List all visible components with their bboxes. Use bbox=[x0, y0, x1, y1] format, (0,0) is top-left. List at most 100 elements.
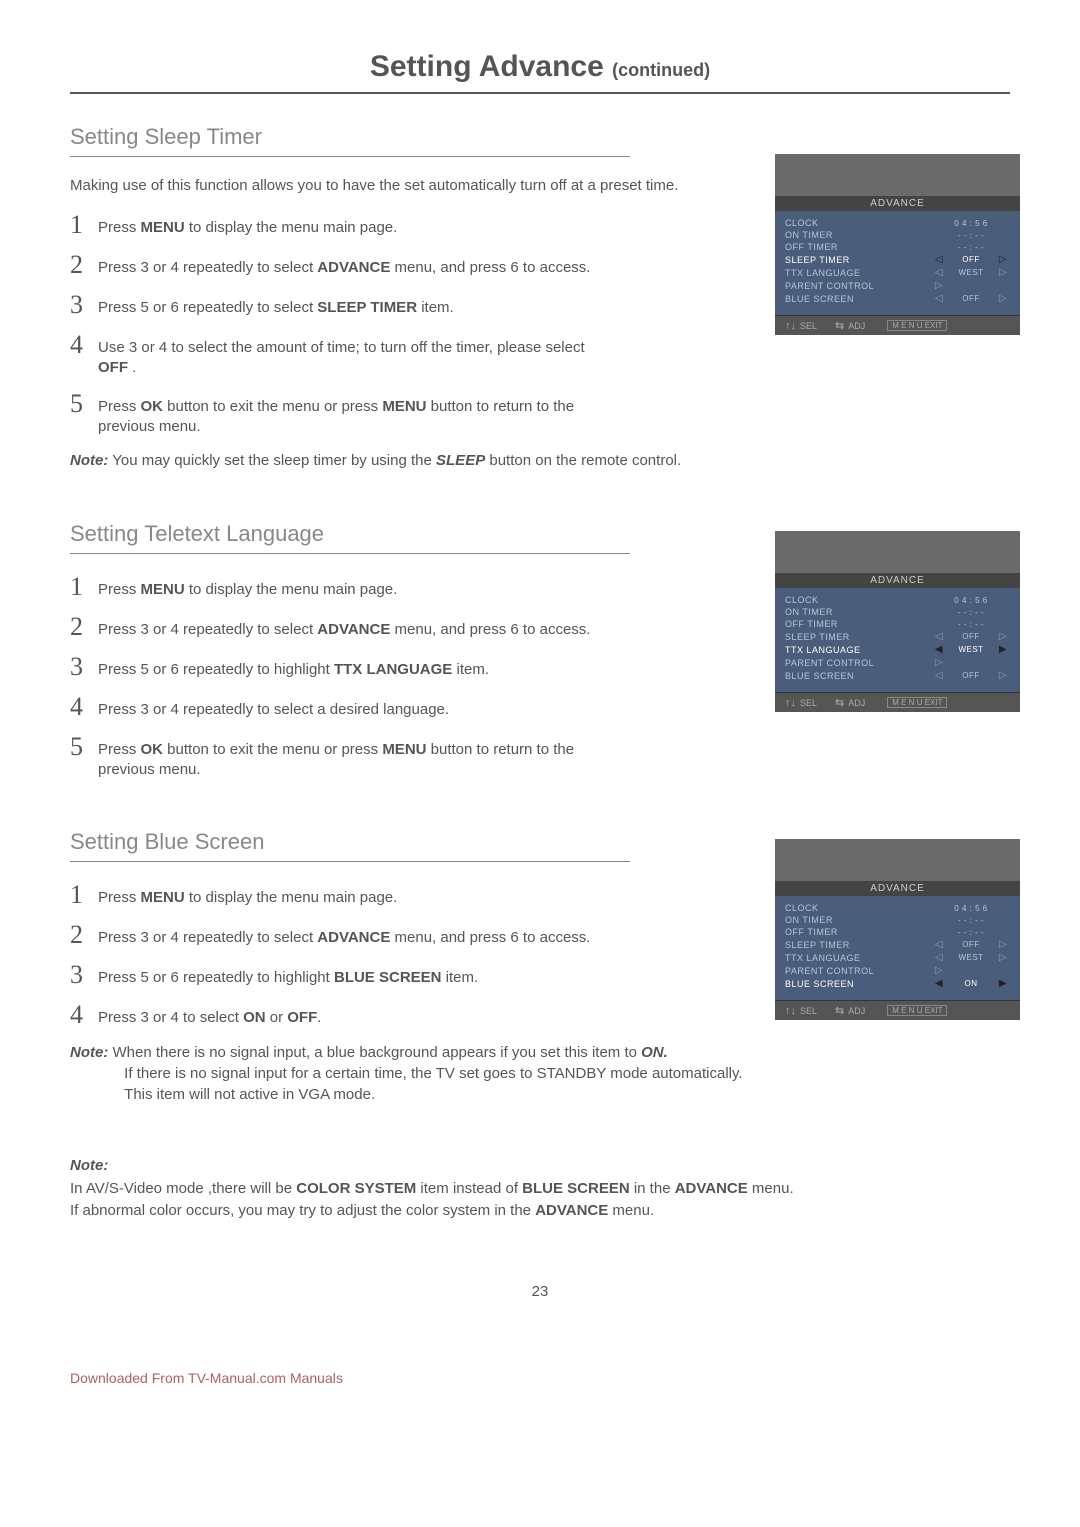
foot-adj: ADJ bbox=[848, 321, 865, 331]
menu-screenshot: ADVANCE CLOCK 0 4 : 5 6 ON TIMER - - : -… bbox=[775, 839, 1020, 1020]
step-text: Press 3 or 4 repeatedly to select ADVANC… bbox=[98, 252, 590, 278]
arrow-right-icon: ▶ bbox=[996, 644, 1010, 655]
step-text: Press MENU to display the menu main page… bbox=[98, 212, 397, 238]
step-text: Press OK button to exit the menu or pres… bbox=[98, 734, 608, 779]
menu-label: ON TIMER bbox=[785, 915, 932, 925]
updown-icon: ↑↓ bbox=[785, 320, 796, 332]
menu-row: ON TIMER - - : - - bbox=[775, 606, 1020, 618]
menu-value: ON bbox=[946, 979, 996, 988]
menu-label: SLEEP TIMER bbox=[785, 632, 932, 642]
menu-value: - - : - - bbox=[946, 916, 996, 925]
page-title-cont: (continued) bbox=[612, 60, 710, 80]
step-number: 4 bbox=[70, 1002, 98, 1028]
menu-label: PARENT CONTROL bbox=[785, 281, 932, 291]
menu-row: CLOCK 0 4 : 5 6 bbox=[775, 902, 1020, 914]
menu-label: PARENT CONTROL bbox=[785, 966, 932, 976]
tv-screenshot: ADVANCE CLOCK 0 4 : 5 6 ON TIMER - - : -… bbox=[775, 839, 1020, 1020]
menu-row: TTX LANGUAGE ◁ WEST ▷ bbox=[775, 266, 1020, 279]
step-number: 5 bbox=[70, 391, 98, 417]
menu-row: SLEEP TIMER ◁ OFF ▷ bbox=[775, 630, 1020, 643]
arrow-left-icon: ◁ bbox=[932, 631, 946, 642]
updown-icon: ↑↓ bbox=[785, 697, 796, 709]
step-item: 5 Press OK button to exit the menu or pr… bbox=[70, 391, 1010, 436]
menu-row: TTX LANGUAGE ◀ WEST ▶ bbox=[775, 643, 1020, 656]
menu-screenshot: ADVANCE CLOCK 0 4 : 5 6 ON TIMER - - : -… bbox=[775, 154, 1020, 335]
tv-blank-area bbox=[775, 531, 1020, 573]
step-number: 2 bbox=[70, 252, 98, 278]
menu-label: SLEEP TIMER bbox=[785, 940, 932, 950]
arrow-right-icon: ▷ bbox=[996, 293, 1010, 304]
section-title: Setting Sleep Timer bbox=[70, 124, 630, 157]
arrow-left-icon: ▷ bbox=[932, 657, 946, 668]
tv-menu-title: ADVANCE bbox=[775, 573, 1020, 588]
menu-label: TTX LANGUAGE bbox=[785, 268, 932, 278]
step-text: Use 3 or 4 to select the amount of time;… bbox=[98, 332, 608, 377]
menu-label: TTX LANGUAGE bbox=[785, 645, 932, 655]
arrow-right-icon: ▷ bbox=[996, 631, 1010, 642]
section-note: Note: When there is no signal input, a b… bbox=[70, 1042, 1010, 1105]
arrow-left-icon: ◀ bbox=[932, 978, 946, 989]
foot-exit: M E N U EXIT bbox=[887, 320, 947, 331]
step-text: Press 3 or 4 repeatedly to select ADVANC… bbox=[98, 922, 590, 948]
menu-row: ON TIMER - - : - - bbox=[775, 914, 1020, 926]
arrow-left-icon: ◁ bbox=[932, 952, 946, 963]
step-number: 4 bbox=[70, 332, 98, 358]
arrow-left-icon: ◁ bbox=[932, 939, 946, 950]
menu-row: OFF TIMER - - : - - bbox=[775, 618, 1020, 630]
tv-footer: ↑↓SEL ⇆ADJ M E N U EXIT bbox=[775, 1000, 1020, 1020]
tv-menu-body: CLOCK 0 4 : 5 6 ON TIMER - - : - - OFF T… bbox=[775, 588, 1020, 692]
menu-row: PARENT CONTROL ▷ bbox=[775, 279, 1020, 292]
foot-sel: SEL bbox=[800, 698, 817, 708]
menu-row: OFF TIMER - - : - - bbox=[775, 926, 1020, 938]
step-item: 4 Use 3 or 4 to select the amount of tim… bbox=[70, 332, 1010, 377]
menu-value: - - : - - bbox=[946, 620, 996, 629]
tv-blank-area bbox=[775, 154, 1020, 196]
menu-value: WEST bbox=[946, 268, 996, 277]
download-link[interactable]: Downloaded From TV-Manual.com Manuals bbox=[70, 1370, 1080, 1386]
foot-sel: SEL bbox=[800, 321, 817, 331]
updown-icon: ↑↓ bbox=[785, 1005, 796, 1017]
menu-label: BLUE SCREEN bbox=[785, 294, 932, 304]
step-number: 3 bbox=[70, 654, 98, 680]
step-text: Press 5 or 6 repeatedly to highlight BLU… bbox=[98, 962, 478, 988]
foot-exit: M E N U EXIT bbox=[887, 1005, 947, 1016]
menu-value: OFF bbox=[946, 671, 996, 680]
menu-row: BLUE SCREEN ◀ ON ▶ bbox=[775, 977, 1020, 990]
menu-value: OFF bbox=[946, 294, 996, 303]
arrow-right-icon: ▶ bbox=[996, 978, 1010, 989]
step-number: 5 bbox=[70, 734, 98, 760]
arrow-right-icon: ▷ bbox=[996, 254, 1010, 265]
step-number: 2 bbox=[70, 922, 98, 948]
menu-value: 0 4 : 5 6 bbox=[946, 904, 996, 913]
step-text: Press OK button to exit the menu or pres… bbox=[98, 391, 608, 436]
foot-adj: ADJ bbox=[848, 698, 865, 708]
step-text: Press 3 or 4 repeatedly to select ADVANC… bbox=[98, 614, 590, 640]
arrow-right-icon: ▷ bbox=[996, 267, 1010, 278]
menu-row: CLOCK 0 4 : 5 6 bbox=[775, 217, 1020, 229]
page-title-text: Setting Advance bbox=[370, 50, 604, 83]
menu-label: CLOCK bbox=[785, 903, 932, 913]
step-text: Press MENU to display the menu main page… bbox=[98, 574, 397, 600]
arrow-right-icon: ▷ bbox=[996, 952, 1010, 963]
menu-row: ON TIMER - - : - - bbox=[775, 229, 1020, 241]
arrow-left-icon: ◀ bbox=[932, 644, 946, 655]
bottom-note: Note:In AV/S-Video mode ,there will be C… bbox=[70, 1155, 1010, 1223]
menu-label: OFF TIMER bbox=[785, 619, 932, 629]
step-number: 1 bbox=[70, 882, 98, 908]
section-title: Setting Blue Screen bbox=[70, 829, 630, 862]
tv-menu-title: ADVANCE bbox=[775, 881, 1020, 896]
page-main-title: Setting Advance (continued) bbox=[70, 50, 1010, 94]
menu-label: OFF TIMER bbox=[785, 927, 932, 937]
tv-screenshot: ADVANCE CLOCK 0 4 : 5 6 ON TIMER - - : -… bbox=[775, 154, 1020, 335]
section-note: Note: You may quickly set the sleep time… bbox=[70, 450, 1010, 471]
menu-label: CLOCK bbox=[785, 218, 932, 228]
menu-value: OFF bbox=[946, 632, 996, 641]
menu-row: PARENT CONTROL ▷ bbox=[775, 656, 1020, 669]
menu-label: ON TIMER bbox=[785, 230, 932, 240]
menu-value: - - : - - bbox=[946, 231, 996, 240]
arrow-left-icon: ▷ bbox=[932, 965, 946, 976]
menu-label: PARENT CONTROL bbox=[785, 658, 932, 668]
menu-screenshot: ADVANCE CLOCK 0 4 : 5 6 ON TIMER - - : -… bbox=[775, 531, 1020, 712]
arrow-left-icon: ◁ bbox=[932, 254, 946, 265]
step-text: Press 5 or 6 repeatedly to highlight TTX… bbox=[98, 654, 489, 680]
